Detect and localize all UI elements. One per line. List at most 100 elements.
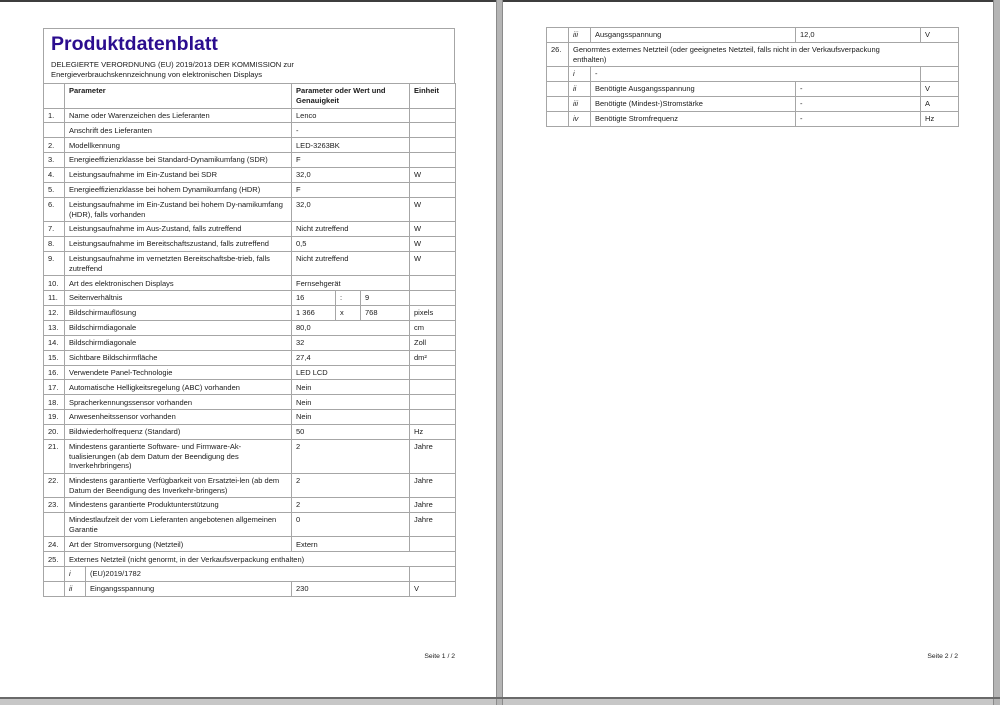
cell-parameter: Leistungsaufnahme im vernetzten Bereitsc… [63,250,293,277]
cell-unit [409,181,457,198]
header-unit: Einheit [409,83,457,109]
header-number-cell [43,83,65,109]
cell-parameter: Benötigte (Mindest-)Stromstärke [590,96,796,112]
cell-unit: Hz [409,424,457,440]
cell-value: - [291,122,411,139]
cell-number [546,81,569,97]
cell-parameter: Leistungsaufnahme im Aus-Zustand, falls … [63,221,293,238]
cell-number: 2. [43,137,65,154]
cell-parameter: Name oder Warenzeichen des Lieferanten [63,107,293,124]
cell-number: 3. [43,152,65,169]
table-row: 22. Mindestens garantierte Verfügbarkeit … [43,472,457,499]
cell-number: 10. [43,275,65,292]
table-row: 9. Leistungsaufnahme im vernetzten Bereit… [43,250,457,277]
cell-number: 5. [43,181,65,198]
cell-number: 1. [43,107,65,124]
cell-value: 80,0 [291,319,411,336]
table-row: 19. Anwesenheitssensor vorhanden Nein [43,409,457,426]
cell-value: 27,4 [291,349,411,366]
cell-unit [409,409,457,426]
cell-parameter: Bildschirmauflösung [63,305,293,321]
cell-value: 230 [291,581,411,597]
cell-number [43,566,65,583]
cell-parameter: Eingangsspannung [84,581,293,597]
cell-number: 25. [43,551,65,568]
page2-content: iii Ausgangsspannung 12,0 V 26. Genormtes ext… [546,27,960,127]
cell-parameter: Bildschirmdiagonale [63,334,293,351]
cell-parameter: Verwendete Panel-Technologie [63,364,293,381]
cell-value: Extern [291,536,411,553]
cell-unit [409,379,457,396]
cell-parameter: Bildschirmdiagonale [63,319,293,336]
cell-value-part1: 1 366 [291,305,337,321]
cell-value: 2 [291,472,411,499]
table-row: iv Benötigte Stromfrequenz - Hz [546,110,960,127]
cell-value: Lenco [291,107,411,124]
table-row: iii Ausgangsspannung 12,0 V [546,27,960,43]
cell-number: 6. [43,196,65,223]
cell-number: 4. [43,167,65,183]
cell-unit: Zoll [409,334,457,351]
table-row: 16. Verwendete Panel-Technologie LED LCD [43,364,457,381]
cell-number: 19. [43,409,65,426]
cell-unit: pixels [409,305,457,321]
cell-unit [920,66,960,83]
table-row: Anschrift des Lieferanten - [43,122,457,139]
cell-sub-number: iv [568,110,591,127]
table-row: 26. Genormtes externes Netzteil (oder gee… [546,41,960,68]
cell-section-title: Externes Netzteil (nicht genormt, in der… [63,551,457,568]
cell-unit [409,536,457,553]
cell-parameter: Leistungsaufnahme im Ein-Zustand bei SDR [63,167,293,183]
cell-value: - [794,110,922,127]
cell-value: Nein [291,409,411,426]
cell-parameter: Art des elektronischen Displays [63,275,293,292]
cell-number [43,581,65,597]
page-gutter [496,0,503,705]
cell-number: 20. [43,424,65,440]
cell-parameter: Bildwiederholfrequenz (Standard) [63,424,293,440]
cell-sub-number: ii [64,581,86,597]
cell-parameter: Leistungsaufnahme im Ein-Zustand bei hoh… [63,196,293,223]
table-row: 23. Mindestens garantierte Produktunterst… [43,497,457,514]
table-row: 5. Energieeffizienzklasse bei hohem Dynam… [43,181,457,198]
cell-value: LED-3263BK [291,137,411,154]
cell-number: 7. [43,221,65,238]
cell-parameter: Energieeffizienzklasse bei Standard-Dyna… [63,152,293,169]
cell-value: 2 [291,438,411,474]
cell-number [546,66,569,83]
cell-unit [409,122,457,139]
cell-number: 26. [546,41,569,68]
cell-parameter: Automatische Helligkeitsregelung (ABC) v… [63,379,293,396]
table-row: ii Benötigte Ausgangsspannung - V [546,81,960,97]
cell-parameter: Modellkennung [63,137,293,154]
cell-value-part2: 9 [360,290,411,307]
cell-number: 14. [43,334,65,351]
cell-number [43,512,65,538]
cell-number: 9. [43,250,65,277]
cell-value: F [291,181,411,198]
cell-unit: Jahre [409,438,457,474]
cell-sub-number: iii [568,27,591,43]
cell-parameter: Sichtbare Bildschirmfläche [63,349,293,366]
cell-value: 32,0 [291,196,411,223]
page1-content: Produktdatenblatt DELEGIERTE VERORDNUNG … [43,28,457,597]
cell-sub-number: i [568,66,591,83]
cell-parameter: Mindestens garantierte Verfügbarkeit von… [63,472,293,499]
cell-parameter: Art der Stromversorgung (Netzteil) [63,536,293,553]
cell-parameter: Mindestens garantierte Software- und Fir… [63,438,293,474]
table-row: 10. Art des elektronischen Displays Fernse… [43,275,457,292]
cell-value: 50 [291,424,411,440]
cell-unit [409,394,457,411]
cell-value: 2 [291,497,411,514]
page2-footer: Seite 2 / 2 [927,653,958,660]
cell-unit [409,364,457,381]
cell-unit [409,290,457,307]
table-row: 13. Bildschirmdiagonale 80,0 cm [43,319,457,336]
cell-unit [409,566,457,583]
cell-value: 0,5 [291,236,411,252]
cell-value: 32 [291,334,411,351]
table-row: 15. Sichtbare Bildschirmfläche 27,4 dm² [43,349,457,366]
cell-sub-number: iii [568,96,591,112]
cell-number [546,27,569,43]
